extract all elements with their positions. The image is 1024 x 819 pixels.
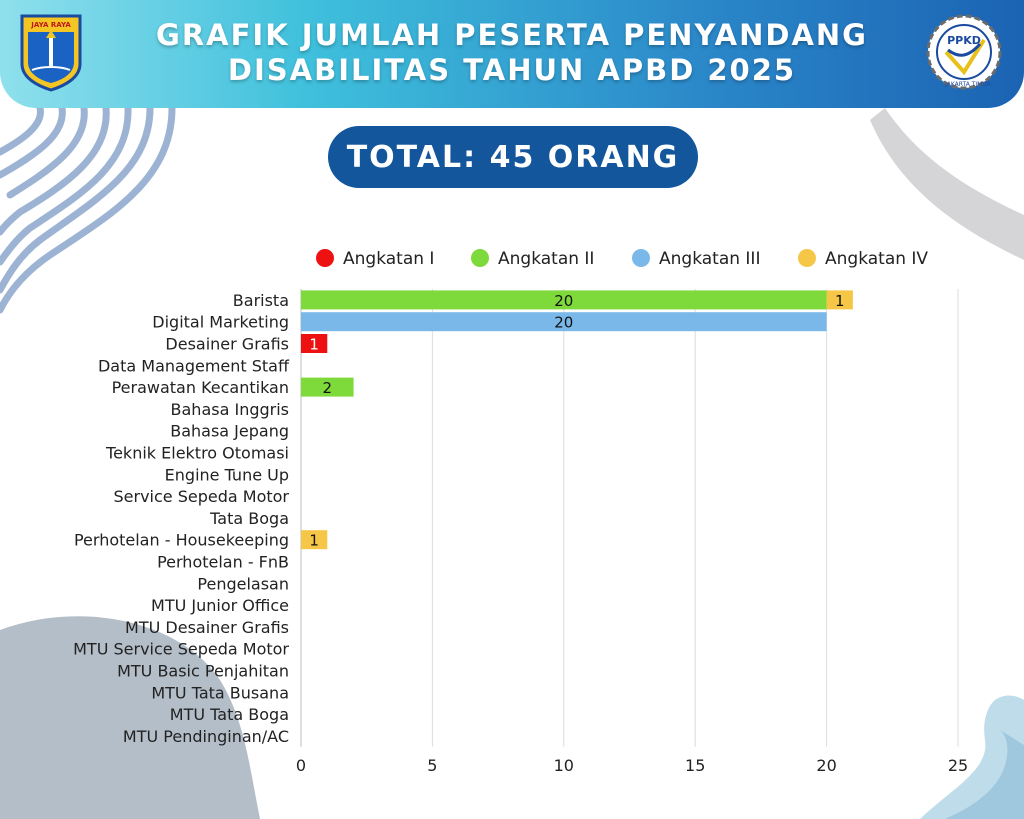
bar-segment bbox=[826, 290, 853, 310]
legend-marker bbox=[471, 249, 489, 267]
category-label: Bahasa Jepang bbox=[170, 422, 289, 441]
bar-segment bbox=[301, 377, 354, 397]
total-label: TOTAL: 45 ORANG bbox=[346, 139, 680, 175]
title-line-2: DISABILITAS TAHUN APBD 2025 bbox=[227, 53, 797, 87]
data-label: 1 bbox=[309, 532, 319, 550]
header-banner bbox=[0, 0, 1024, 108]
total-badge: TOTAL: 45 ORANG bbox=[328, 126, 698, 188]
category-label: Digital Marketing bbox=[152, 313, 289, 332]
data-label: 20 bbox=[554, 314, 573, 332]
jakarta-emblem-logo: JAYA RAYA bbox=[20, 14, 82, 92]
data-label: 1 bbox=[309, 336, 319, 354]
category-label: MTU Tata Busana bbox=[151, 683, 289, 702]
x-tick-label: 25 bbox=[948, 756, 968, 775]
page-title: GRAFIK JUMLAH PESERTA PENYANDANG DISABIL… bbox=[130, 18, 894, 88]
category-label: Service Sepeda Motor bbox=[114, 487, 290, 506]
legend-marker bbox=[316, 249, 334, 267]
bar-segment bbox=[301, 290, 827, 310]
category-label: Perhotelan - Housekeeping bbox=[74, 531, 289, 550]
data-label: 2 bbox=[323, 379, 333, 397]
legend-label: Angkatan III bbox=[659, 249, 760, 269]
category-label: MTU Tata Boga bbox=[170, 705, 289, 724]
category-label: MTU Pendinginan/AC bbox=[123, 727, 289, 746]
x-tick-label: 0 bbox=[296, 756, 306, 775]
category-label: MTU Service Sepeda Motor bbox=[73, 640, 289, 659]
ppkd-logo: PPKD JAKARTA TIMUR bbox=[926, 14, 1002, 90]
x-tick-label: 5 bbox=[427, 756, 437, 775]
bar-segment bbox=[301, 530, 328, 550]
legend-label: Angkatan II bbox=[498, 249, 594, 269]
category-label: Perawatan Kecantikan bbox=[112, 378, 289, 397]
legend-marker bbox=[632, 249, 650, 267]
bar-segment bbox=[301, 334, 328, 353]
legend-marker bbox=[798, 249, 816, 267]
category-label: Barista bbox=[233, 291, 289, 310]
category-label: Teknik Elektro Otomasi bbox=[105, 444, 289, 463]
category-label: MTU Basic Penjahitan bbox=[117, 662, 289, 681]
x-tick-label: 10 bbox=[554, 756, 574, 775]
logo-right-text: PPKD bbox=[947, 34, 981, 47]
logo-left-text: JAYA RAYA bbox=[30, 21, 71, 29]
title-line-1: GRAFIK JUMLAH PESERTA PENYANDANG bbox=[156, 18, 868, 52]
x-tick-label: 20 bbox=[816, 756, 836, 775]
x-tick-label: 15 bbox=[685, 756, 705, 775]
category-label: Pengelasan bbox=[197, 574, 289, 593]
category-label: Data Management Staff bbox=[98, 356, 290, 375]
legend-label: Angkatan IV bbox=[825, 249, 928, 269]
logo-right-subtext: JAKARTA TIMUR bbox=[944, 81, 991, 88]
category-label: Engine Tune Up bbox=[165, 465, 289, 484]
category-label: Bahasa Inggris bbox=[171, 400, 289, 419]
category-label: MTU Junior Office bbox=[151, 596, 289, 615]
category-label: Desainer Grafis bbox=[165, 335, 289, 354]
category-label: Perhotelan - FnB bbox=[157, 553, 289, 572]
category-label: MTU Desainer Grafis bbox=[125, 618, 289, 637]
bar-segment bbox=[301, 312, 827, 332]
data-label: 1 bbox=[835, 292, 845, 310]
legend-label: Angkatan I bbox=[343, 249, 434, 269]
category-label: Tata Boga bbox=[209, 509, 289, 528]
data-label: 20 bbox=[554, 292, 573, 310]
